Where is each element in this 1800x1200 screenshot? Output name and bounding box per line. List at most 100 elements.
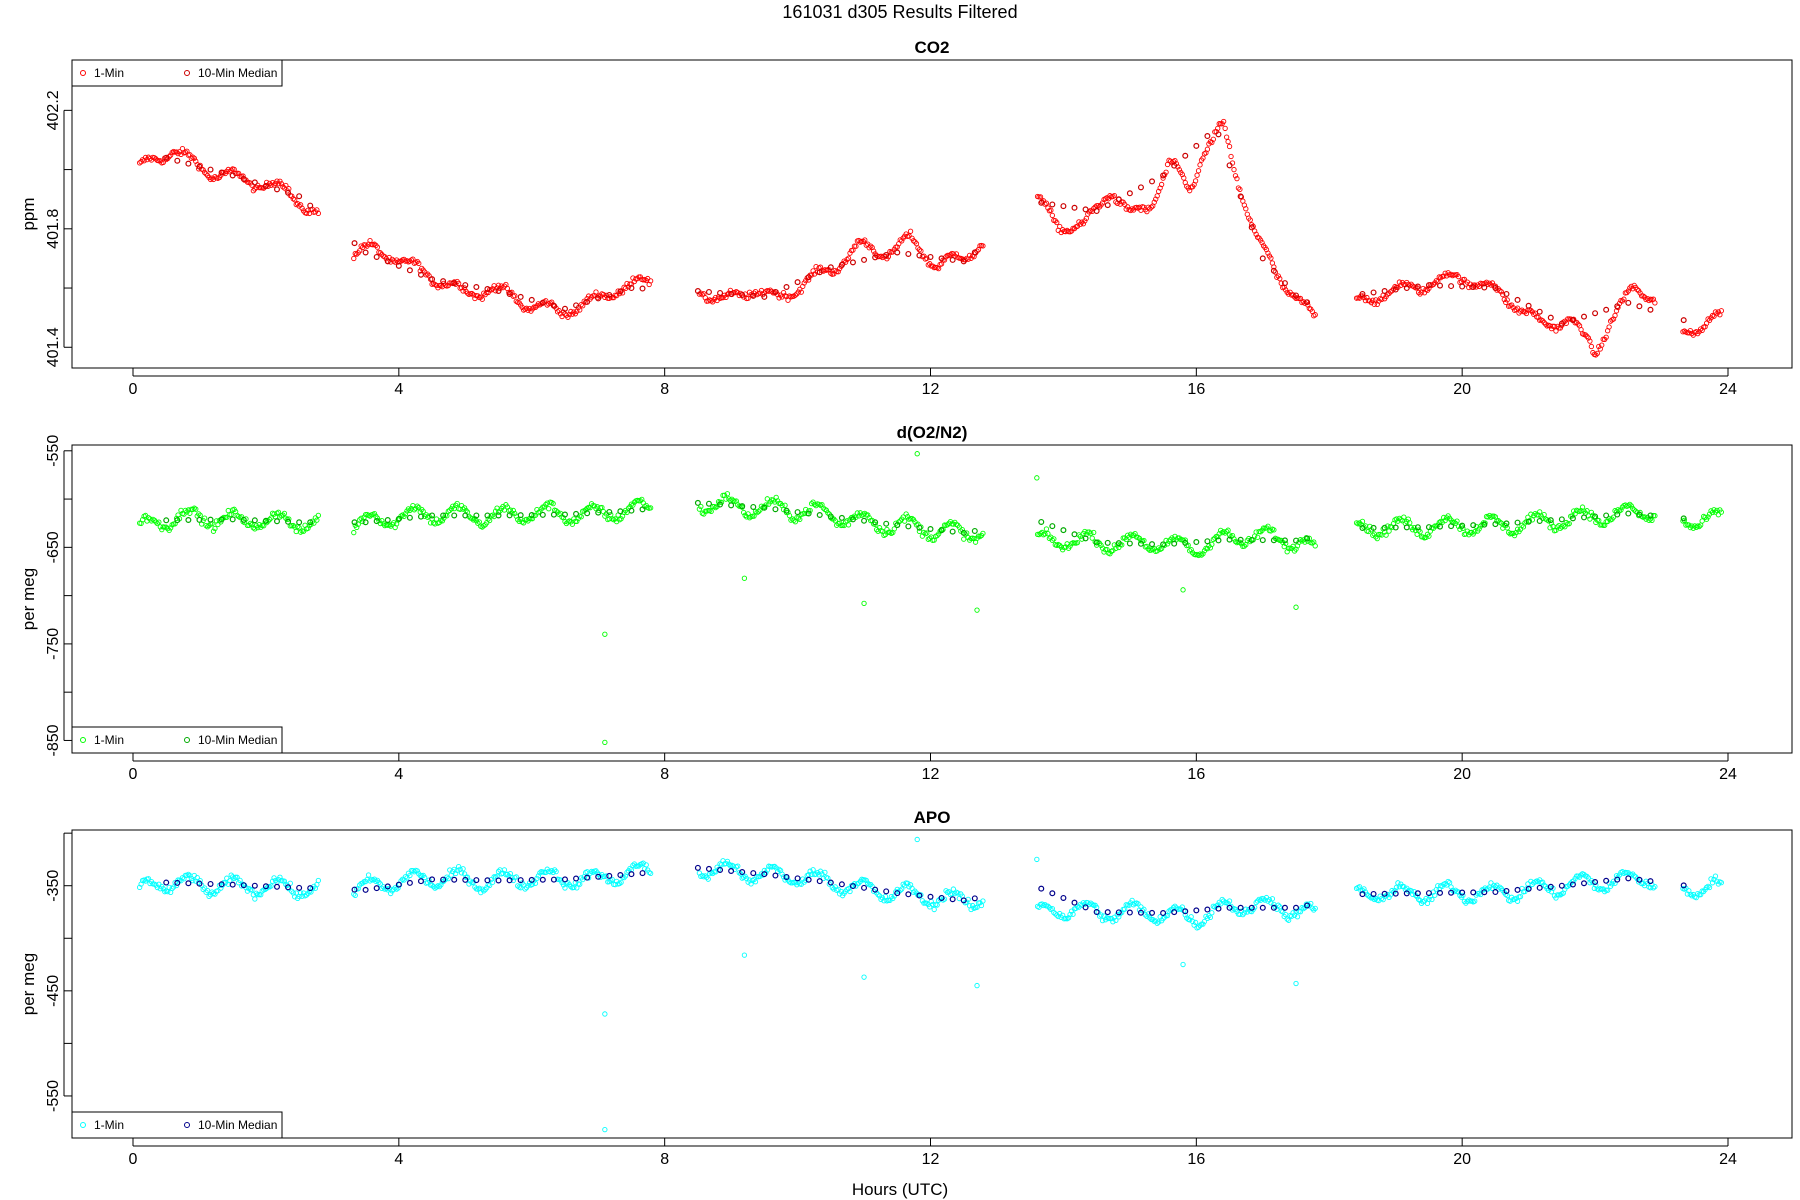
- o2n2-point-1min: [862, 510, 868, 517]
- co2-y-tick-label: 402.2: [45, 90, 62, 130]
- co2-point-1min: [803, 277, 809, 284]
- apo-point-1min: [1209, 910, 1215, 916]
- co2-x-tick-label: 4: [394, 381, 403, 398]
- co2-point-median: [517, 293, 524, 300]
- apo-point-1min: [560, 882, 567, 888]
- o2n2-point-1min: [630, 502, 636, 508]
- co2-point-1min: [1221, 118, 1227, 125]
- co2-point-median: [1603, 306, 1610, 313]
- o2n2-point-1min: [842, 519, 849, 525]
- co2-point-1min: [797, 286, 803, 292]
- o2n2-point-median: [1060, 527, 1067, 534]
- o2n2-point-1min: [1709, 509, 1716, 516]
- apo-point-median: [373, 885, 380, 892]
- co2-point-1min: [1095, 202, 1101, 209]
- apo-point-median: [595, 873, 602, 880]
- co2-point-median: [750, 292, 757, 299]
- co2-point-1min: [1197, 162, 1203, 168]
- co2-point-median: [1492, 285, 1499, 292]
- co2-point-median: [1259, 255, 1266, 262]
- o2n2-point-1min: [444, 513, 450, 519]
- apo-point-1min: [487, 882, 493, 889]
- co2-point-1min: [1606, 324, 1612, 330]
- co2-point-median: [606, 291, 613, 298]
- o2n2-point-median: [561, 511, 568, 518]
- apo-point-1min: [360, 880, 366, 886]
- co2-point-1min: [1371, 301, 1377, 307]
- apo-point-median: [861, 884, 868, 891]
- apo-point-1min: [1215, 902, 1221, 908]
- o2n2-point-1min: [712, 504, 719, 511]
- apo-point-median: [528, 876, 535, 883]
- co2-point-median: [351, 240, 358, 247]
- apo-point-median: [1514, 886, 1521, 893]
- co2-point-median: [1636, 303, 1643, 310]
- o2n2-point-median: [1071, 531, 1078, 538]
- o2n2-point-1min: [1535, 512, 1541, 518]
- co2-point-1min: [1575, 321, 1581, 327]
- o2n2-point-outlier: [1180, 587, 1186, 593]
- apo-point-median: [927, 893, 934, 900]
- o2n2-point-1min: [569, 521, 576, 527]
- co2-point-1min: [1265, 250, 1271, 256]
- apo-point-1min: [481, 888, 487, 894]
- co2-point-1min: [1274, 274, 1280, 280]
- co2-point-1min: [1699, 327, 1705, 334]
- co2-point-1min: [188, 155, 194, 161]
- o2n2-point-median: [1171, 540, 1178, 547]
- o2n2-point-median: [1614, 511, 1621, 518]
- apo-point-median: [240, 882, 247, 889]
- o2n2-point-1min: [1188, 547, 1194, 553]
- apo-point-median: [174, 879, 181, 886]
- apo-point-1min: [847, 888, 853, 895]
- apo-point-median: [440, 876, 447, 883]
- figure-title: 161031 d305 Results Filtered: [782, 2, 1017, 22]
- apo-point-1min: [603, 873, 609, 879]
- apo-point-1min: [1099, 917, 1106, 924]
- co2-point-1min: [894, 244, 900, 250]
- co2-point-median: [1481, 284, 1488, 291]
- o2n2-point-1min: [439, 518, 446, 524]
- apo-point-1min: [1386, 894, 1392, 900]
- apo-point-1min: [197, 878, 203, 884]
- o2n2-point-1min: [1460, 525, 1466, 531]
- o2n2-point-1min: [934, 532, 940, 539]
- o2n2-point-1min: [786, 512, 793, 519]
- co2-point-median: [1359, 290, 1366, 297]
- apo-x-tick-label: 4: [394, 1151, 403, 1168]
- apo-point-median: [1425, 890, 1432, 897]
- apo-point-1min: [1192, 919, 1199, 926]
- co2-point-1min: [1243, 206, 1249, 212]
- co2-point-1min: [1531, 311, 1537, 317]
- apo-point-1min: [547, 869, 553, 875]
- co2-plot-frame: [71, 59, 1793, 369]
- o2n2-point-median: [750, 503, 757, 510]
- o2n2-point-1min: [856, 513, 862, 519]
- o2n2-point-median: [639, 506, 646, 513]
- o2n2-point-median: [1270, 537, 1277, 544]
- o2n2-point-median: [927, 525, 934, 532]
- apo-point-1min: [1070, 911, 1076, 917]
- o2n2-legend-label-1min: 1-Min: [94, 733, 124, 747]
- o2n2-point-1min: [426, 513, 432, 519]
- apo-point-median: [705, 865, 712, 872]
- co2-point-1min: [930, 263, 936, 269]
- co2-point-1min: [1705, 316, 1711, 322]
- co2-point-median: [938, 255, 945, 262]
- o2n2-point-median: [1038, 518, 1045, 525]
- apo-point-median: [728, 867, 735, 874]
- apo-point-median: [1470, 889, 1477, 896]
- apo-point-1min: [647, 870, 654, 877]
- co2-point-1min: [303, 210, 310, 216]
- co2-point-1min: [845, 255, 852, 261]
- co2-point-1min: [1192, 178, 1199, 184]
- o2n2-point-1min: [1051, 536, 1057, 542]
- apo-point-1min: [1197, 922, 1203, 929]
- o2n2-point-1min: [1204, 546, 1211, 552]
- co2-point-1min: [1513, 306, 1519, 313]
- co2-point-1min: [839, 261, 846, 267]
- co2-point-1min: [1181, 175, 1187, 181]
- apo-point-1min: [1221, 898, 1227, 904]
- apo-point-median: [495, 877, 502, 884]
- o2n2-point-1min: [1215, 534, 1221, 540]
